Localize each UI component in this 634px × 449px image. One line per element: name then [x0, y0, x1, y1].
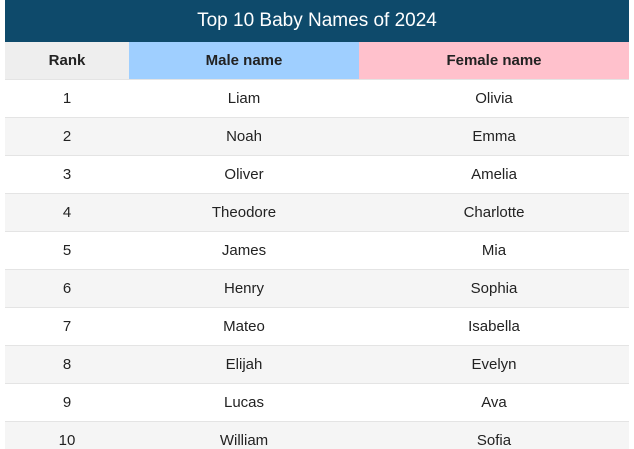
male-name-column-header: Male name	[129, 42, 359, 80]
male-name-cell: Oliver	[129, 155, 359, 194]
table-title: Top 10 Baby Names of 2024	[5, 0, 629, 42]
rank-column-header: Rank	[5, 42, 129, 80]
male-name-cell: Mateo	[129, 307, 359, 346]
female-name-cell: Sofia	[359, 421, 629, 449]
female-name-cell: Isabella	[359, 307, 629, 346]
female-name-cell: Mia	[359, 231, 629, 270]
female-name-column-header: Female name	[359, 42, 629, 80]
male-name-cell: Liam	[129, 79, 359, 118]
male-name-cell: Lucas	[129, 383, 359, 422]
male-name-cell: Henry	[129, 269, 359, 308]
male-name-cell: Elijah	[129, 345, 359, 384]
header-row: Rank Male name Female name	[5, 42, 629, 80]
male-name-cell: Theodore	[129, 193, 359, 232]
table-row: 1 Liam Olivia	[5, 79, 629, 118]
table-row: 9 Lucas Ava	[5, 383, 629, 422]
rank-cell: 3	[5, 155, 129, 194]
table-row: 4 Theodore Charlotte	[5, 193, 629, 232]
male-name-cell: Noah	[129, 117, 359, 156]
table-row: 8 Elijah Evelyn	[5, 345, 629, 384]
rank-cell: 2	[5, 117, 129, 156]
names-table: Rank Male name Female name 1 Liam Olivia…	[5, 42, 629, 449]
male-name-cell: William	[129, 421, 359, 449]
table-row: 10 William Sofia	[5, 421, 629, 449]
female-name-cell: Amelia	[359, 155, 629, 194]
female-name-cell: Ava	[359, 383, 629, 422]
rank-cell: 1	[5, 79, 129, 118]
table-row: 3 Oliver Amelia	[5, 155, 629, 194]
table-row: 2 Noah Emma	[5, 117, 629, 156]
rank-cell: 6	[5, 269, 129, 308]
rank-cell: 5	[5, 231, 129, 270]
baby-names-table: Top 10 Baby Names of 2024 Rank Male name…	[5, 0, 629, 449]
table-row: 5 James Mia	[5, 231, 629, 270]
male-name-cell: James	[129, 231, 359, 270]
rank-cell: 4	[5, 193, 129, 232]
rank-cell: 8	[5, 345, 129, 384]
female-name-cell: Olivia	[359, 79, 629, 118]
rank-cell: 9	[5, 383, 129, 422]
female-name-cell: Sophia	[359, 269, 629, 308]
table-row: 7 Mateo Isabella	[5, 307, 629, 346]
female-name-cell: Charlotte	[359, 193, 629, 232]
female-name-cell: Evelyn	[359, 345, 629, 384]
table-row: 6 Henry Sophia	[5, 269, 629, 308]
female-name-cell: Emma	[359, 117, 629, 156]
rank-cell: 10	[5, 421, 129, 449]
rank-cell: 7	[5, 307, 129, 346]
